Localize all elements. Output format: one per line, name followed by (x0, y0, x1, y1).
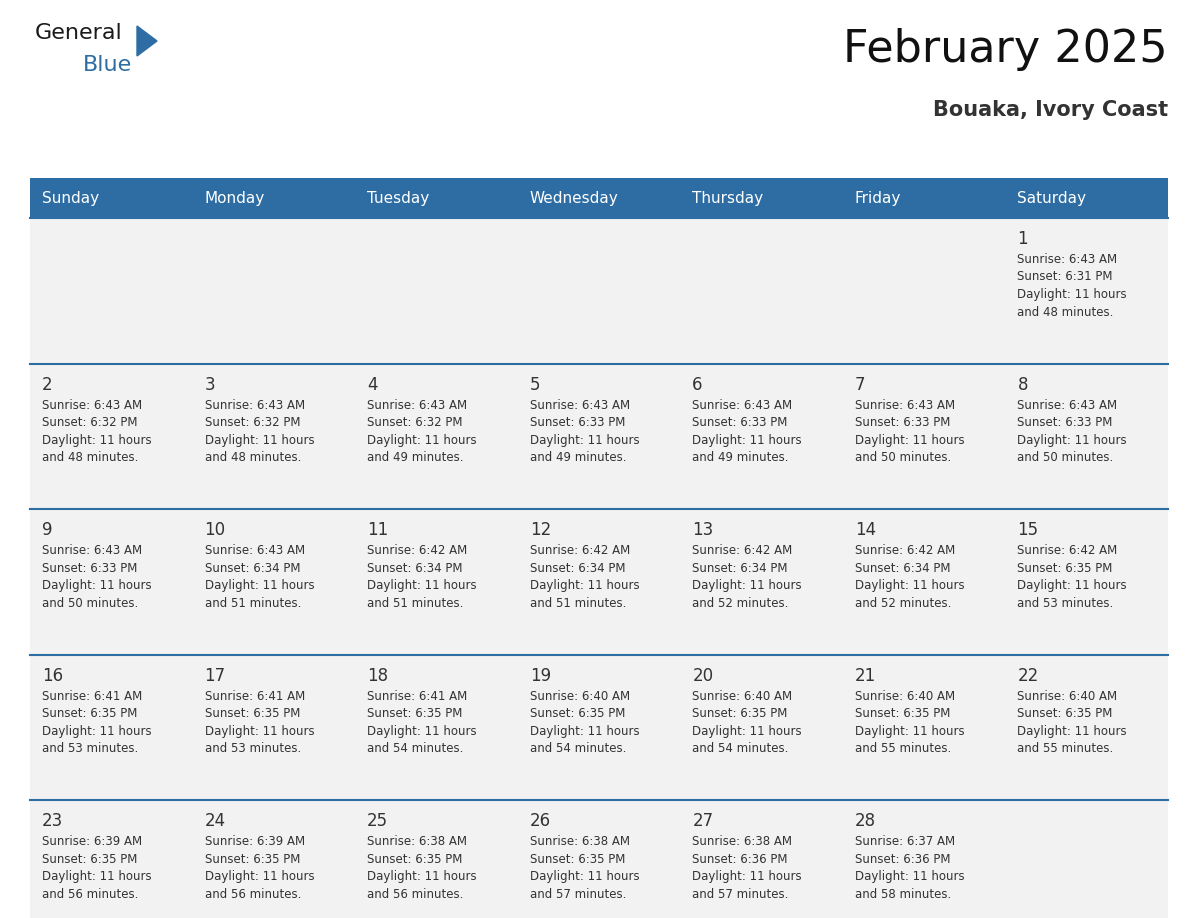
Text: 27: 27 (693, 812, 714, 831)
Text: 25: 25 (367, 812, 388, 831)
Text: Sunrise: 6:38 AM
Sunset: 6:35 PM
Daylight: 11 hours
and 56 minutes.: Sunrise: 6:38 AM Sunset: 6:35 PM Dayligh… (367, 835, 476, 901)
Text: 12: 12 (530, 521, 551, 539)
Text: 21: 21 (855, 666, 876, 685)
Text: 10: 10 (204, 521, 226, 539)
Text: Sunrise: 6:43 AM
Sunset: 6:33 PM
Daylight: 11 hours
and 49 minutes.: Sunrise: 6:43 AM Sunset: 6:33 PM Dayligh… (693, 398, 802, 465)
Text: Sunrise: 6:38 AM
Sunset: 6:35 PM
Daylight: 11 hours
and 57 minutes.: Sunrise: 6:38 AM Sunset: 6:35 PM Dayligh… (530, 835, 639, 901)
Text: Sunrise: 6:42 AM
Sunset: 6:34 PM
Daylight: 11 hours
and 52 minutes.: Sunrise: 6:42 AM Sunset: 6:34 PM Dayligh… (693, 544, 802, 610)
Text: Sunrise: 6:43 AM
Sunset: 6:34 PM
Daylight: 11 hours
and 51 minutes.: Sunrise: 6:43 AM Sunset: 6:34 PM Dayligh… (204, 544, 314, 610)
Text: Sunrise: 6:41 AM
Sunset: 6:35 PM
Daylight: 11 hours
and 53 minutes.: Sunrise: 6:41 AM Sunset: 6:35 PM Dayligh… (42, 689, 152, 756)
Text: Thursday: Thursday (693, 191, 764, 206)
Text: Sunrise: 6:39 AM
Sunset: 6:35 PM
Daylight: 11 hours
and 56 minutes.: Sunrise: 6:39 AM Sunset: 6:35 PM Dayligh… (204, 835, 314, 901)
Bar (192, 178, 355, 218)
Text: 7: 7 (855, 375, 865, 394)
Text: 28: 28 (855, 812, 876, 831)
Text: 5: 5 (530, 375, 541, 394)
Text: 19: 19 (530, 666, 551, 685)
Text: February 2025: February 2025 (843, 28, 1168, 71)
Text: Sunrise: 6:43 AM
Sunset: 6:32 PM
Daylight: 11 hours
and 48 minutes.: Sunrise: 6:43 AM Sunset: 6:32 PM Dayligh… (42, 398, 152, 465)
Bar (842, 178, 1005, 218)
Text: 26: 26 (530, 812, 551, 831)
Text: Wednesday: Wednesday (530, 191, 619, 206)
Text: 16: 16 (42, 666, 63, 685)
Text: Sunrise: 6:40 AM
Sunset: 6:35 PM
Daylight: 11 hours
and 55 minutes.: Sunrise: 6:40 AM Sunset: 6:35 PM Dayligh… (1017, 689, 1127, 756)
Bar (30, 509, 1168, 655)
Text: 23: 23 (42, 812, 63, 831)
Text: 18: 18 (367, 666, 388, 685)
Text: Sunrise: 6:39 AM
Sunset: 6:35 PM
Daylight: 11 hours
and 56 minutes.: Sunrise: 6:39 AM Sunset: 6:35 PM Dayligh… (42, 835, 152, 901)
Text: 15: 15 (1017, 521, 1038, 539)
Text: Sunrise: 6:43 AM
Sunset: 6:31 PM
Daylight: 11 hours
and 48 minutes.: Sunrise: 6:43 AM Sunset: 6:31 PM Dayligh… (1017, 253, 1127, 319)
Text: 2: 2 (42, 375, 52, 394)
Text: 13: 13 (693, 521, 714, 539)
Bar (355, 178, 518, 218)
Text: 11: 11 (367, 521, 388, 539)
Text: Sunrise: 6:40 AM
Sunset: 6:35 PM
Daylight: 11 hours
and 54 minutes.: Sunrise: 6:40 AM Sunset: 6:35 PM Dayligh… (530, 689, 639, 756)
Text: Sunrise: 6:43 AM
Sunset: 6:33 PM
Daylight: 11 hours
and 50 minutes.: Sunrise: 6:43 AM Sunset: 6:33 PM Dayligh… (42, 544, 152, 610)
Text: 22: 22 (1017, 666, 1038, 685)
Text: Sunday: Sunday (42, 191, 99, 206)
Text: 8: 8 (1017, 375, 1028, 394)
Text: 3: 3 (204, 375, 215, 394)
Text: 1: 1 (1017, 230, 1028, 248)
Text: Sunrise: 6:38 AM
Sunset: 6:36 PM
Daylight: 11 hours
and 57 minutes.: Sunrise: 6:38 AM Sunset: 6:36 PM Dayligh… (693, 835, 802, 901)
Text: Sunrise: 6:41 AM
Sunset: 6:35 PM
Daylight: 11 hours
and 54 minutes.: Sunrise: 6:41 AM Sunset: 6:35 PM Dayligh… (367, 689, 476, 756)
Text: Sunrise: 6:43 AM
Sunset: 6:32 PM
Daylight: 11 hours
and 49 minutes.: Sunrise: 6:43 AM Sunset: 6:32 PM Dayligh… (367, 398, 476, 465)
Text: Sunrise: 6:43 AM
Sunset: 6:33 PM
Daylight: 11 hours
and 49 minutes.: Sunrise: 6:43 AM Sunset: 6:33 PM Dayligh… (530, 398, 639, 465)
Bar (30, 218, 1168, 364)
Text: Sunrise: 6:43 AM
Sunset: 6:32 PM
Daylight: 11 hours
and 48 minutes.: Sunrise: 6:43 AM Sunset: 6:32 PM Dayligh… (204, 398, 314, 465)
Text: Friday: Friday (855, 191, 902, 206)
Bar (30, 800, 1168, 918)
Text: 17: 17 (204, 666, 226, 685)
Text: 6: 6 (693, 375, 703, 394)
Text: Sunrise: 6:42 AM
Sunset: 6:34 PM
Daylight: 11 hours
and 51 minutes.: Sunrise: 6:42 AM Sunset: 6:34 PM Dayligh… (530, 544, 639, 610)
Text: Saturday: Saturday (1017, 191, 1087, 206)
Text: Sunrise: 6:42 AM
Sunset: 6:34 PM
Daylight: 11 hours
and 52 minutes.: Sunrise: 6:42 AM Sunset: 6:34 PM Dayligh… (855, 544, 965, 610)
Bar (1005, 178, 1168, 218)
Text: Blue: Blue (83, 55, 132, 75)
Bar (681, 178, 842, 218)
Bar (518, 178, 681, 218)
Text: 14: 14 (855, 521, 876, 539)
Bar (30, 655, 1168, 800)
Text: Sunrise: 6:37 AM
Sunset: 6:36 PM
Daylight: 11 hours
and 58 minutes.: Sunrise: 6:37 AM Sunset: 6:36 PM Dayligh… (855, 835, 965, 901)
Text: Monday: Monday (204, 191, 265, 206)
Text: Sunrise: 6:43 AM
Sunset: 6:33 PM
Daylight: 11 hours
and 50 minutes.: Sunrise: 6:43 AM Sunset: 6:33 PM Dayligh… (855, 398, 965, 465)
Text: Sunrise: 6:42 AM
Sunset: 6:34 PM
Daylight: 11 hours
and 51 minutes.: Sunrise: 6:42 AM Sunset: 6:34 PM Dayligh… (367, 544, 476, 610)
Text: Sunrise: 6:40 AM
Sunset: 6:35 PM
Daylight: 11 hours
and 54 minutes.: Sunrise: 6:40 AM Sunset: 6:35 PM Dayligh… (693, 689, 802, 756)
Polygon shape (137, 26, 157, 56)
Text: Sunrise: 6:42 AM
Sunset: 6:35 PM
Daylight: 11 hours
and 53 minutes.: Sunrise: 6:42 AM Sunset: 6:35 PM Dayligh… (1017, 544, 1127, 610)
Text: Sunrise: 6:41 AM
Sunset: 6:35 PM
Daylight: 11 hours
and 53 minutes.: Sunrise: 6:41 AM Sunset: 6:35 PM Dayligh… (204, 689, 314, 756)
Bar (30, 178, 192, 218)
Bar (30, 364, 1168, 509)
Text: Bouaka, Ivory Coast: Bouaka, Ivory Coast (933, 100, 1168, 120)
Text: General: General (34, 23, 122, 43)
Text: 4: 4 (367, 375, 378, 394)
Text: 24: 24 (204, 812, 226, 831)
Text: Tuesday: Tuesday (367, 191, 429, 206)
Text: 20: 20 (693, 666, 714, 685)
Text: Sunrise: 6:43 AM
Sunset: 6:33 PM
Daylight: 11 hours
and 50 minutes.: Sunrise: 6:43 AM Sunset: 6:33 PM Dayligh… (1017, 398, 1127, 465)
Text: Sunrise: 6:40 AM
Sunset: 6:35 PM
Daylight: 11 hours
and 55 minutes.: Sunrise: 6:40 AM Sunset: 6:35 PM Dayligh… (855, 689, 965, 756)
Text: 9: 9 (42, 521, 52, 539)
